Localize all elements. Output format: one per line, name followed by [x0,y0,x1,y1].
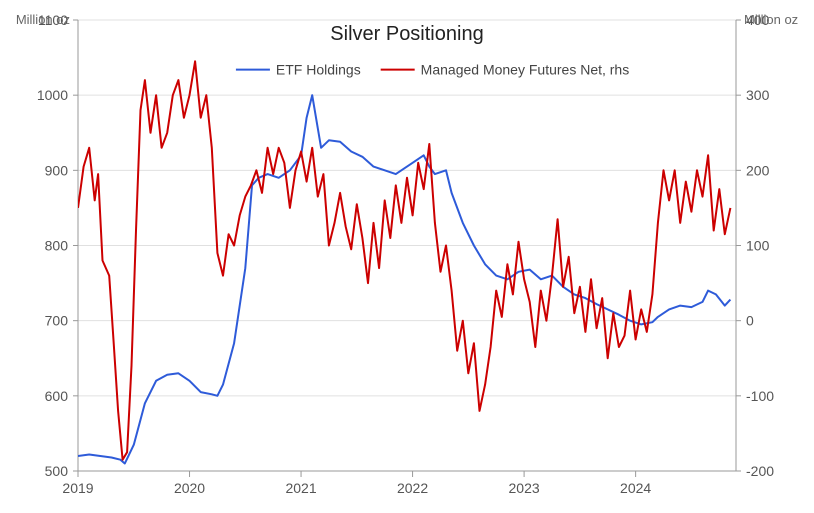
y-right-tick-label: -100 [746,388,774,404]
legend-label: ETF Holdings [276,62,361,78]
y-right-tick-label: 200 [746,162,770,178]
y-right-unit: Million oz [744,12,798,27]
y-right-tick-label: -200 [746,463,774,479]
x-tick-label: 2019 [62,480,93,496]
x-tick-label: 2020 [174,480,205,496]
y-left-tick-label: 700 [45,313,69,329]
chart-container: Silver Positioning ETF Holdings Managed Mo… [0,0,814,513]
x-tick-label: 2023 [509,480,540,496]
x-tick-label: 2021 [285,480,316,496]
legend-label: Managed Money Futures Net, rhs [421,62,630,78]
y-right-tick-label: 100 [746,238,770,254]
y-left-tick-label: 900 [45,162,69,178]
y-left-tick-label: 600 [45,388,69,404]
y-right-tick-label: 0 [746,313,754,329]
x-tick-label: 2024 [620,480,651,496]
y-left-tick-label: 500 [45,463,69,479]
y-right-tick-label: 300 [746,87,770,103]
y-left-tick-label: 1000 [37,87,68,103]
chart-title: Silver Positioning [330,23,483,45]
silver-positioning-chart: Silver Positioning ETF Holdings Managed Mo… [0,0,814,513]
y-left-tick-label: 800 [45,238,69,254]
x-tick-label: 2022 [397,480,428,496]
y-left-unit: Million oz [16,12,70,27]
